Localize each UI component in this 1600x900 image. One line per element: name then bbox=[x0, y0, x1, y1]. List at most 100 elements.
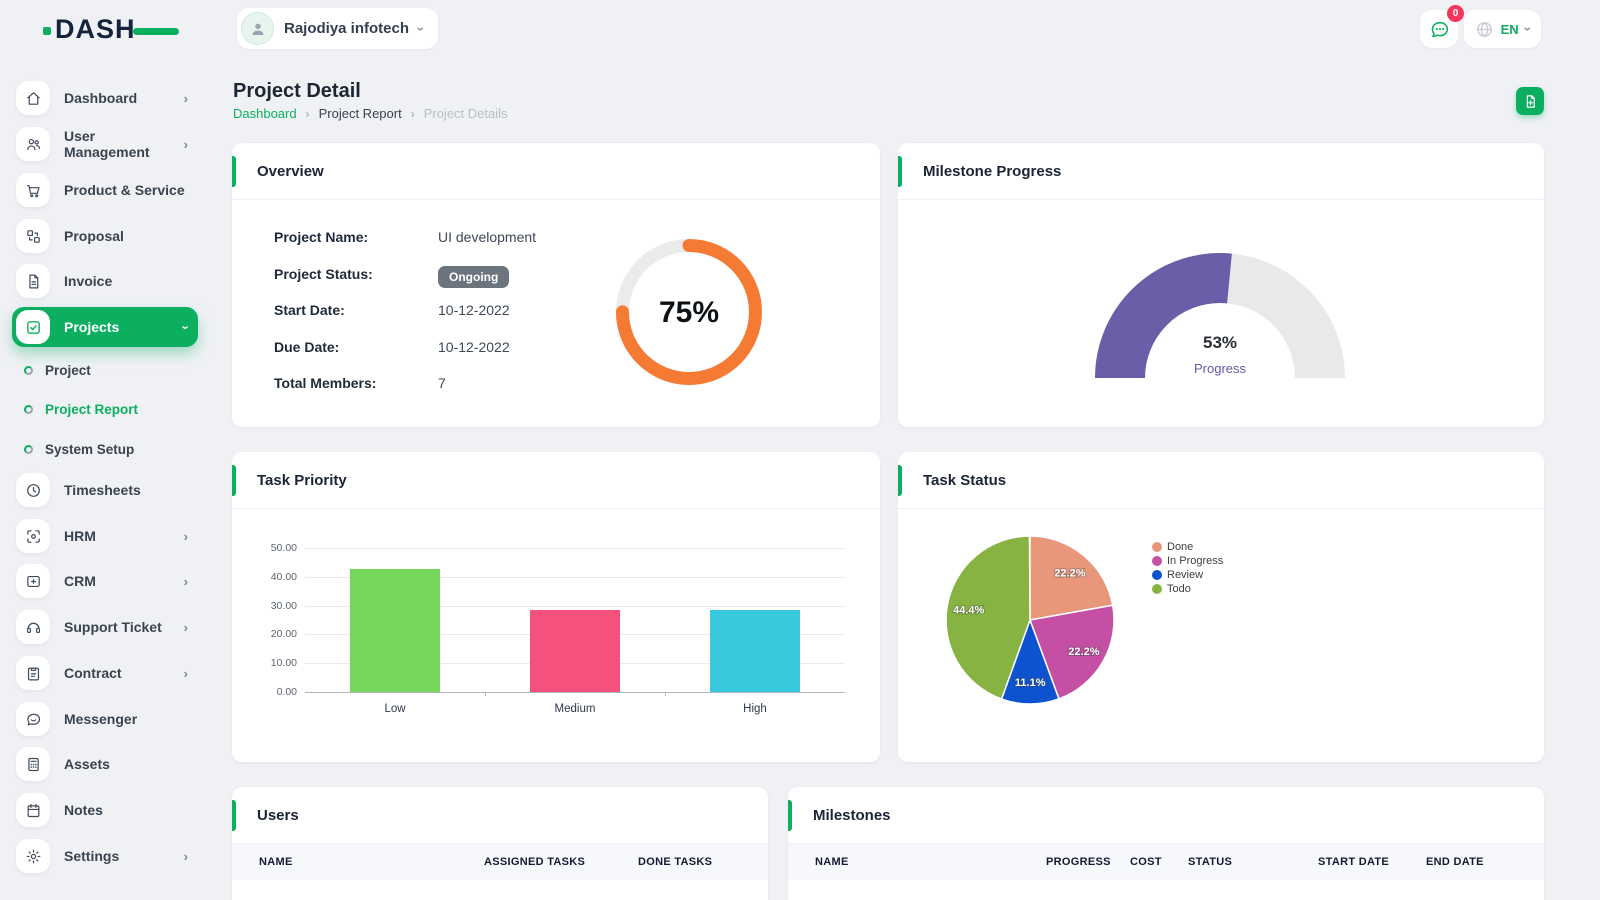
bar-medium bbox=[530, 609, 620, 692]
chevron-right-icon: › bbox=[183, 665, 188, 681]
sidebar-item-proposal[interactable]: Proposal bbox=[12, 216, 198, 256]
field-label: Project Name: bbox=[274, 229, 369, 245]
x-axis-tick bbox=[485, 692, 486, 696]
sidebar-item-assets[interactable]: Assets bbox=[12, 744, 198, 784]
sidebar-item-dashboard[interactable]: Dashboard › bbox=[12, 78, 198, 118]
card-accent bbox=[898, 465, 902, 496]
pie-slice-todo bbox=[945, 535, 1031, 700]
field-label: Total Members: bbox=[274, 375, 377, 391]
overview-field: Project Status: Ongoing bbox=[274, 265, 510, 288]
y-axis-tick-label: 20.00 bbox=[270, 628, 297, 641]
sidebar-item-timesheets[interactable]: Timesheets bbox=[12, 470, 198, 510]
gridline bbox=[305, 576, 845, 578]
field-value: UI development bbox=[438, 229, 537, 245]
milestone-card-title: Milestone Progress bbox=[923, 162, 1062, 180]
field-label: Project Status: bbox=[274, 265, 373, 282]
chevron-right-icon: › bbox=[183, 848, 188, 864]
legend-item-review: Review bbox=[1152, 568, 1223, 581]
chevron-right-icon: › bbox=[183, 619, 188, 635]
milestone-progress-card: Milestone Progress 53% Progress bbox=[898, 143, 1544, 427]
milestones-card-title: Milestones bbox=[813, 806, 891, 824]
export-report-button[interactable] bbox=[1516, 87, 1544, 115]
sidebar-item-messenger[interactable]: Messenger bbox=[12, 699, 198, 739]
milestone-progress-gauge bbox=[1085, 243, 1355, 383]
sidebar-item-product-service[interactable]: Product & Service bbox=[12, 170, 198, 210]
bullet-icon bbox=[24, 365, 33, 375]
sidebar-item-settings[interactable]: Settings › bbox=[12, 836, 198, 876]
legend-label: Review bbox=[1167, 568, 1204, 581]
column-header-status: STATUS bbox=[1188, 856, 1233, 868]
chevron-right-icon: › bbox=[183, 136, 188, 152]
breadcrumb: Dashboard › Project Report › Project Details bbox=[233, 106, 508, 121]
sidebar-item-label: Product & Service bbox=[64, 182, 185, 198]
clock-icon bbox=[16, 473, 50, 507]
sidebar-item-notes[interactable]: Notes bbox=[12, 790, 198, 830]
sidebar-item-label: Messenger bbox=[64, 711, 138, 727]
sidebar-item-system-setup[interactable]: System Setup bbox=[24, 434, 198, 464]
legend-label: Done bbox=[1167, 540, 1194, 553]
chevron-right-icon: › bbox=[183, 528, 188, 544]
chevron-down-icon: › bbox=[413, 26, 430, 31]
sidebar-item-label: Settings bbox=[64, 848, 120, 864]
x-axis-category-label: Low bbox=[384, 703, 406, 715]
overview-card: Overview Project Name: UI development Proj… bbox=[232, 143, 880, 427]
sidebar-item-label: Invoice bbox=[64, 273, 113, 289]
breadcrumb-separator: › bbox=[410, 106, 415, 121]
brand-logo[interactable]: DASH bbox=[43, 14, 179, 48]
overview-card-title: Overview bbox=[257, 162, 324, 180]
breadcrumb-item-2[interactable]: Project Report bbox=[318, 106, 402, 121]
legend-item-done: Done bbox=[1152, 540, 1223, 553]
sidebar-item-projects[interactable]: Projects › bbox=[12, 307, 198, 347]
bar-low bbox=[350, 568, 440, 692]
y-axis-tick-label: 0.00 bbox=[276, 686, 297, 698]
org-name: Rajodiya infotech bbox=[284, 20, 410, 37]
gridline bbox=[305, 548, 845, 549]
column-header-cost: COST bbox=[1130, 856, 1162, 868]
headset-icon bbox=[16, 610, 50, 644]
language-selector[interactable]: EN › bbox=[1464, 10, 1541, 48]
breadcrumb-item-1[interactable]: Dashboard bbox=[233, 106, 297, 121]
users-card-title: Users bbox=[257, 806, 299, 824]
task-priority-title: Task Priority bbox=[257, 471, 347, 489]
messages-button[interactable]: 0 bbox=[1420, 5, 1464, 48]
pie-slice-label: 44.4% bbox=[953, 605, 984, 617]
legend-dot-icon bbox=[1152, 555, 1162, 566]
gauge-percent-label: 53% bbox=[1202, 333, 1238, 352]
sidebar-item-contract[interactable]: Contract › bbox=[12, 653, 198, 693]
globe-icon bbox=[1476, 21, 1492, 37]
column-header-name: NAME bbox=[259, 856, 293, 868]
project-progress-donut bbox=[609, 232, 769, 392]
bullet-icon bbox=[24, 404, 33, 414]
sidebar-item-support-ticket[interactable]: Support Ticket › bbox=[12, 607, 198, 647]
field-label: Start Date: bbox=[274, 302, 345, 318]
bar-high bbox=[710, 609, 800, 692]
overview-field: Total Members: 7 bbox=[274, 375, 446, 391]
sidebar-item-label: User Management bbox=[64, 128, 150, 160]
gridline bbox=[305, 605, 845, 607]
sidebar-item-project-report[interactable]: Project Report bbox=[24, 394, 198, 424]
pie-slice-label: 22.2% bbox=[1054, 567, 1085, 579]
sidebar-item-hrm[interactable]: HRM › bbox=[12, 516, 198, 556]
gridline bbox=[305, 692, 845, 693]
sidebar-item-invoice[interactable]: Invoice bbox=[12, 261, 198, 301]
legend-dot-icon bbox=[1152, 569, 1162, 580]
field-value: 10-12-2022 bbox=[438, 338, 510, 355]
sidebar-item-crm[interactable]: CRM › bbox=[12, 561, 198, 601]
sidebar-item-project[interactable]: Project bbox=[24, 355, 198, 385]
task-status-pie-chart: 22.2% 22.2% 11.1% 44.4% bbox=[945, 535, 1115, 705]
card-accent bbox=[788, 800, 792, 831]
sidebar-item-label: Contract bbox=[64, 665, 122, 681]
clipboard-icon bbox=[16, 656, 50, 690]
y-axis-tick-label: 10.00 bbox=[270, 657, 297, 670]
organization-selector[interactable]: Rajodiya infotech › bbox=[237, 8, 438, 49]
x-axis-category-label: High bbox=[743, 703, 767, 715]
gear-icon bbox=[16, 839, 50, 873]
language-code: EN bbox=[1500, 21, 1519, 37]
chevron-right-icon: › bbox=[183, 573, 188, 589]
sidebar-item-user-management[interactable]: User Management › bbox=[12, 124, 198, 164]
calendar-icon bbox=[16, 793, 50, 827]
pie-slice-label: 11.1% bbox=[1015, 677, 1046, 689]
notification-badge: 0 bbox=[1447, 5, 1464, 22]
sidebar-item-label: HRM bbox=[64, 528, 96, 544]
cart-icon bbox=[16, 173, 50, 207]
